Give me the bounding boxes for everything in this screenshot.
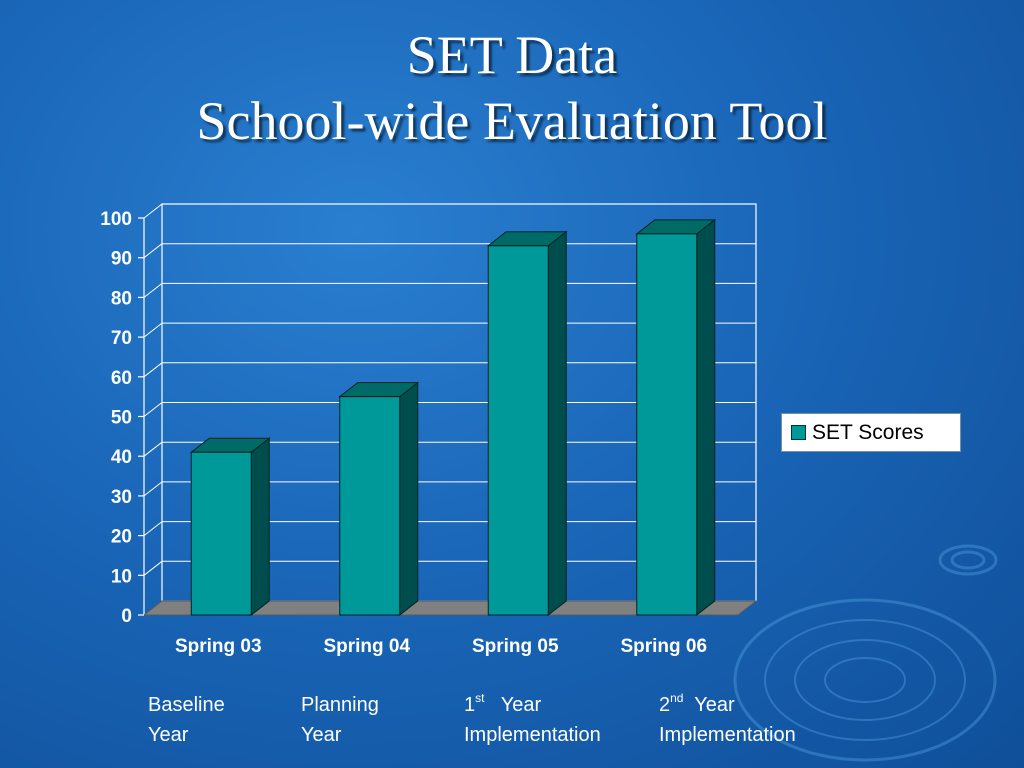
gridline-side: [143, 402, 163, 417]
bar-side: [696, 218, 716, 617]
phase-line1-ordinal: st: [475, 691, 485, 705]
bar: [338, 381, 420, 617]
y-tick-label: 60: [111, 368, 132, 389]
phase-line1-word: Year: [683, 694, 735, 716]
y-tick-label: 40: [111, 447, 132, 468]
y-tick-label: 100: [100, 209, 132, 230]
bar-side: [250, 437, 270, 617]
y-tick-label: 90: [111, 249, 132, 270]
y-tick-label: 0: [121, 606, 132, 627]
y-tick-label: 10: [111, 566, 132, 587]
gridline-side: [143, 521, 163, 536]
phase-line1: Baseline: [148, 694, 225, 716]
title-line-2: School-wide Evaluation Tool: [196, 91, 828, 151]
gridline-side: [143, 203, 163, 219]
gridline-side: [143, 362, 163, 378]
bar-front: [487, 245, 549, 616]
phase-label-baseline: Baseline Year: [148, 690, 225, 750]
bar-front: [636, 233, 698, 616]
bar: [486, 230, 568, 617]
legend-label: SET Scores: [812, 420, 924, 444]
bar: [635, 218, 717, 617]
gridline-side: [143, 481, 163, 497]
chart-y-axis: 0 10 20 30 40 50 60 70 80 90 100: [100, 209, 144, 627]
y-tick-label: 30: [111, 487, 132, 508]
y-tick-label: 20: [111, 527, 132, 548]
phase-line1-word: Year: [484, 694, 542, 716]
phase-line2: Year: [148, 724, 189, 746]
title-line-1: SET Data: [406, 25, 618, 85]
slide-title: SET Data School-wide Evaluation Tool: [0, 22, 1024, 154]
phase-line2: Year: [301, 724, 342, 746]
legend-swatch: [791, 425, 806, 440]
y-tick-label: 70: [111, 328, 132, 349]
bar-side: [547, 230, 567, 617]
phase-label-second-year: 2nd Year Implementation: [659, 690, 796, 750]
chart-bars: [189, 218, 717, 617]
gridline-side: [143, 283, 163, 298]
phase-line2: Implementation: [464, 724, 601, 746]
x-category-label: Spring 03: [175, 636, 262, 657]
phase-line1-number: 1: [464, 694, 476, 716]
x-category-label: Spring 06: [620, 636, 707, 657]
bar: [189, 437, 271, 617]
x-category-label: Spring 05: [472, 636, 559, 657]
phase-line1-ordinal: nd: [670, 691, 684, 705]
phase-line1: Planning: [301, 694, 379, 716]
phase-line1-number: 2: [659, 694, 671, 716]
x-category-label: Spring 04: [323, 636, 410, 657]
y-tick-label: 80: [111, 288, 132, 309]
phase-label-first-year: 1st Year Implementation: [464, 690, 601, 750]
gridline-side: [143, 243, 163, 259]
phase-line2: Implementation: [659, 724, 796, 746]
bar-side: [399, 381, 419, 617]
y-tick-label: 50: [111, 408, 132, 429]
bar-front: [339, 396, 401, 616]
gridline-side: [143, 560, 163, 576]
chart-legend: SET Scores: [781, 413, 961, 452]
gridline-side: [143, 322, 163, 338]
phase-label-planning: Planning Year: [301, 690, 379, 750]
chart-x-axis: Spring 03 Spring 04 Spring 05 Spring 06: [175, 636, 707, 657]
gridline-side: [143, 441, 163, 457]
bar-front: [190, 451, 252, 616]
